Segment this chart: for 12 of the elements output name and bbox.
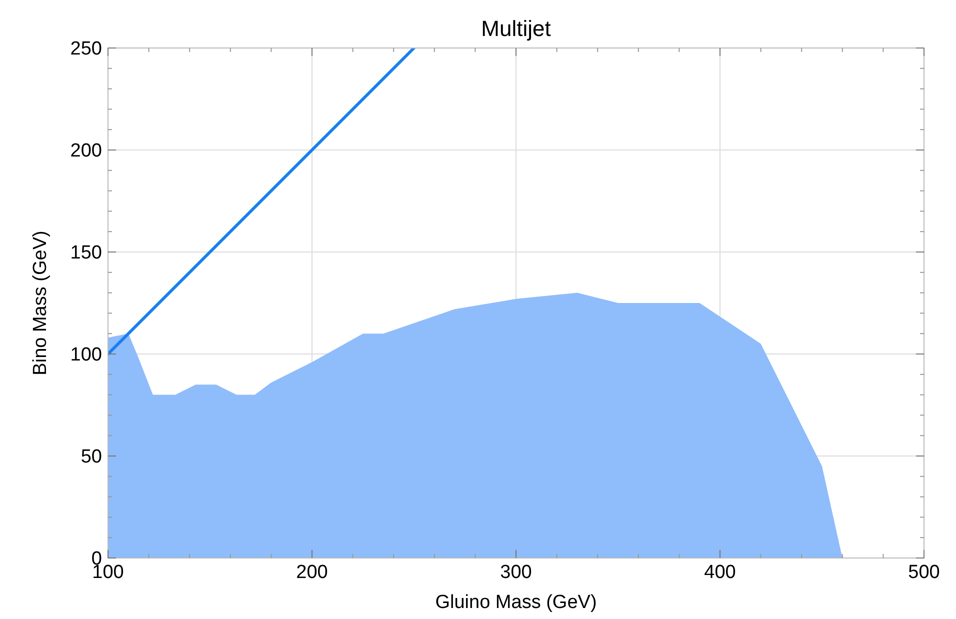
y-tick-label: 100 xyxy=(70,344,102,366)
y-tick-label: 150 xyxy=(70,242,102,264)
y-tick-label: 200 xyxy=(70,140,102,162)
x-tick-label: 200 xyxy=(296,562,328,583)
chart-title: Multijet xyxy=(481,16,551,41)
x-axis-title: Gluino Mass (GeV) xyxy=(435,592,597,613)
x-tick-label: 500 xyxy=(908,562,940,583)
x-tick-label: 400 xyxy=(704,562,736,583)
y-tick-label: 250 xyxy=(70,38,102,60)
y-axis-title: Bino Mass (GeV) xyxy=(30,230,51,376)
x-tick-label: 300 xyxy=(500,562,532,583)
y-tick-label: 50 xyxy=(80,446,102,468)
